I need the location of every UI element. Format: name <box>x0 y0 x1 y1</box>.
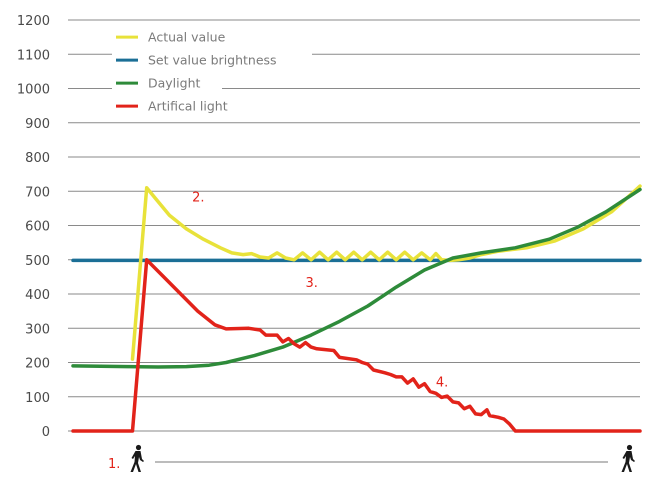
y-tick-label: 700 <box>25 185 50 200</box>
series-line-artifical-light <box>71 258 642 433</box>
y-tick-label: 900 <box>25 117 50 132</box>
legend-label: Daylight <box>148 76 200 91</box>
series-lines <box>71 184 642 433</box>
legend-background <box>112 28 252 47</box>
y-tick-label: 1000 <box>17 83 50 98</box>
y-tick-label: 500 <box>25 254 50 269</box>
legend: Actual value Set value brightness Daylight… <box>112 28 312 116</box>
y-tick-label: 600 <box>25 220 50 235</box>
series-line-daylight <box>71 187 642 369</box>
y-tick-label: 1100 <box>17 48 50 63</box>
pedestrian-icon <box>621 444 635 472</box>
y-tick-label: 100 <box>25 391 50 406</box>
y-tick-label: 1200 <box>17 14 50 29</box>
y-tick-label: 0 <box>42 425 50 440</box>
y-tick-label: 400 <box>25 288 50 303</box>
annotation-label: 2. <box>192 191 204 206</box>
legend-background <box>112 74 222 93</box>
annotations: 1. 2. 3. 4. <box>108 191 448 472</box>
timeline <box>130 444 635 472</box>
legend-label: Set value brightness <box>148 53 277 68</box>
legend-label: Actual value <box>148 30 226 45</box>
legend-background <box>112 97 252 116</box>
legend-background <box>112 51 312 70</box>
y-tick-label: 800 <box>25 151 50 166</box>
series-line-actual-value <box>130 184 642 361</box>
y-tick-label: 300 <box>25 322 50 337</box>
y-tick-label: 200 <box>25 357 50 372</box>
annotation-label: 3. <box>305 276 317 291</box>
pedestrian-icon <box>130 444 144 472</box>
annotation-label: 1. <box>108 457 120 472</box>
legend-label: Artifical light <box>148 99 228 114</box>
annotation-label: 4. <box>436 375 448 390</box>
y-axis-tick-labels: 0 100 200 300 400 500 600 700 800 900 1000 1100 1200 <box>17 14 50 440</box>
